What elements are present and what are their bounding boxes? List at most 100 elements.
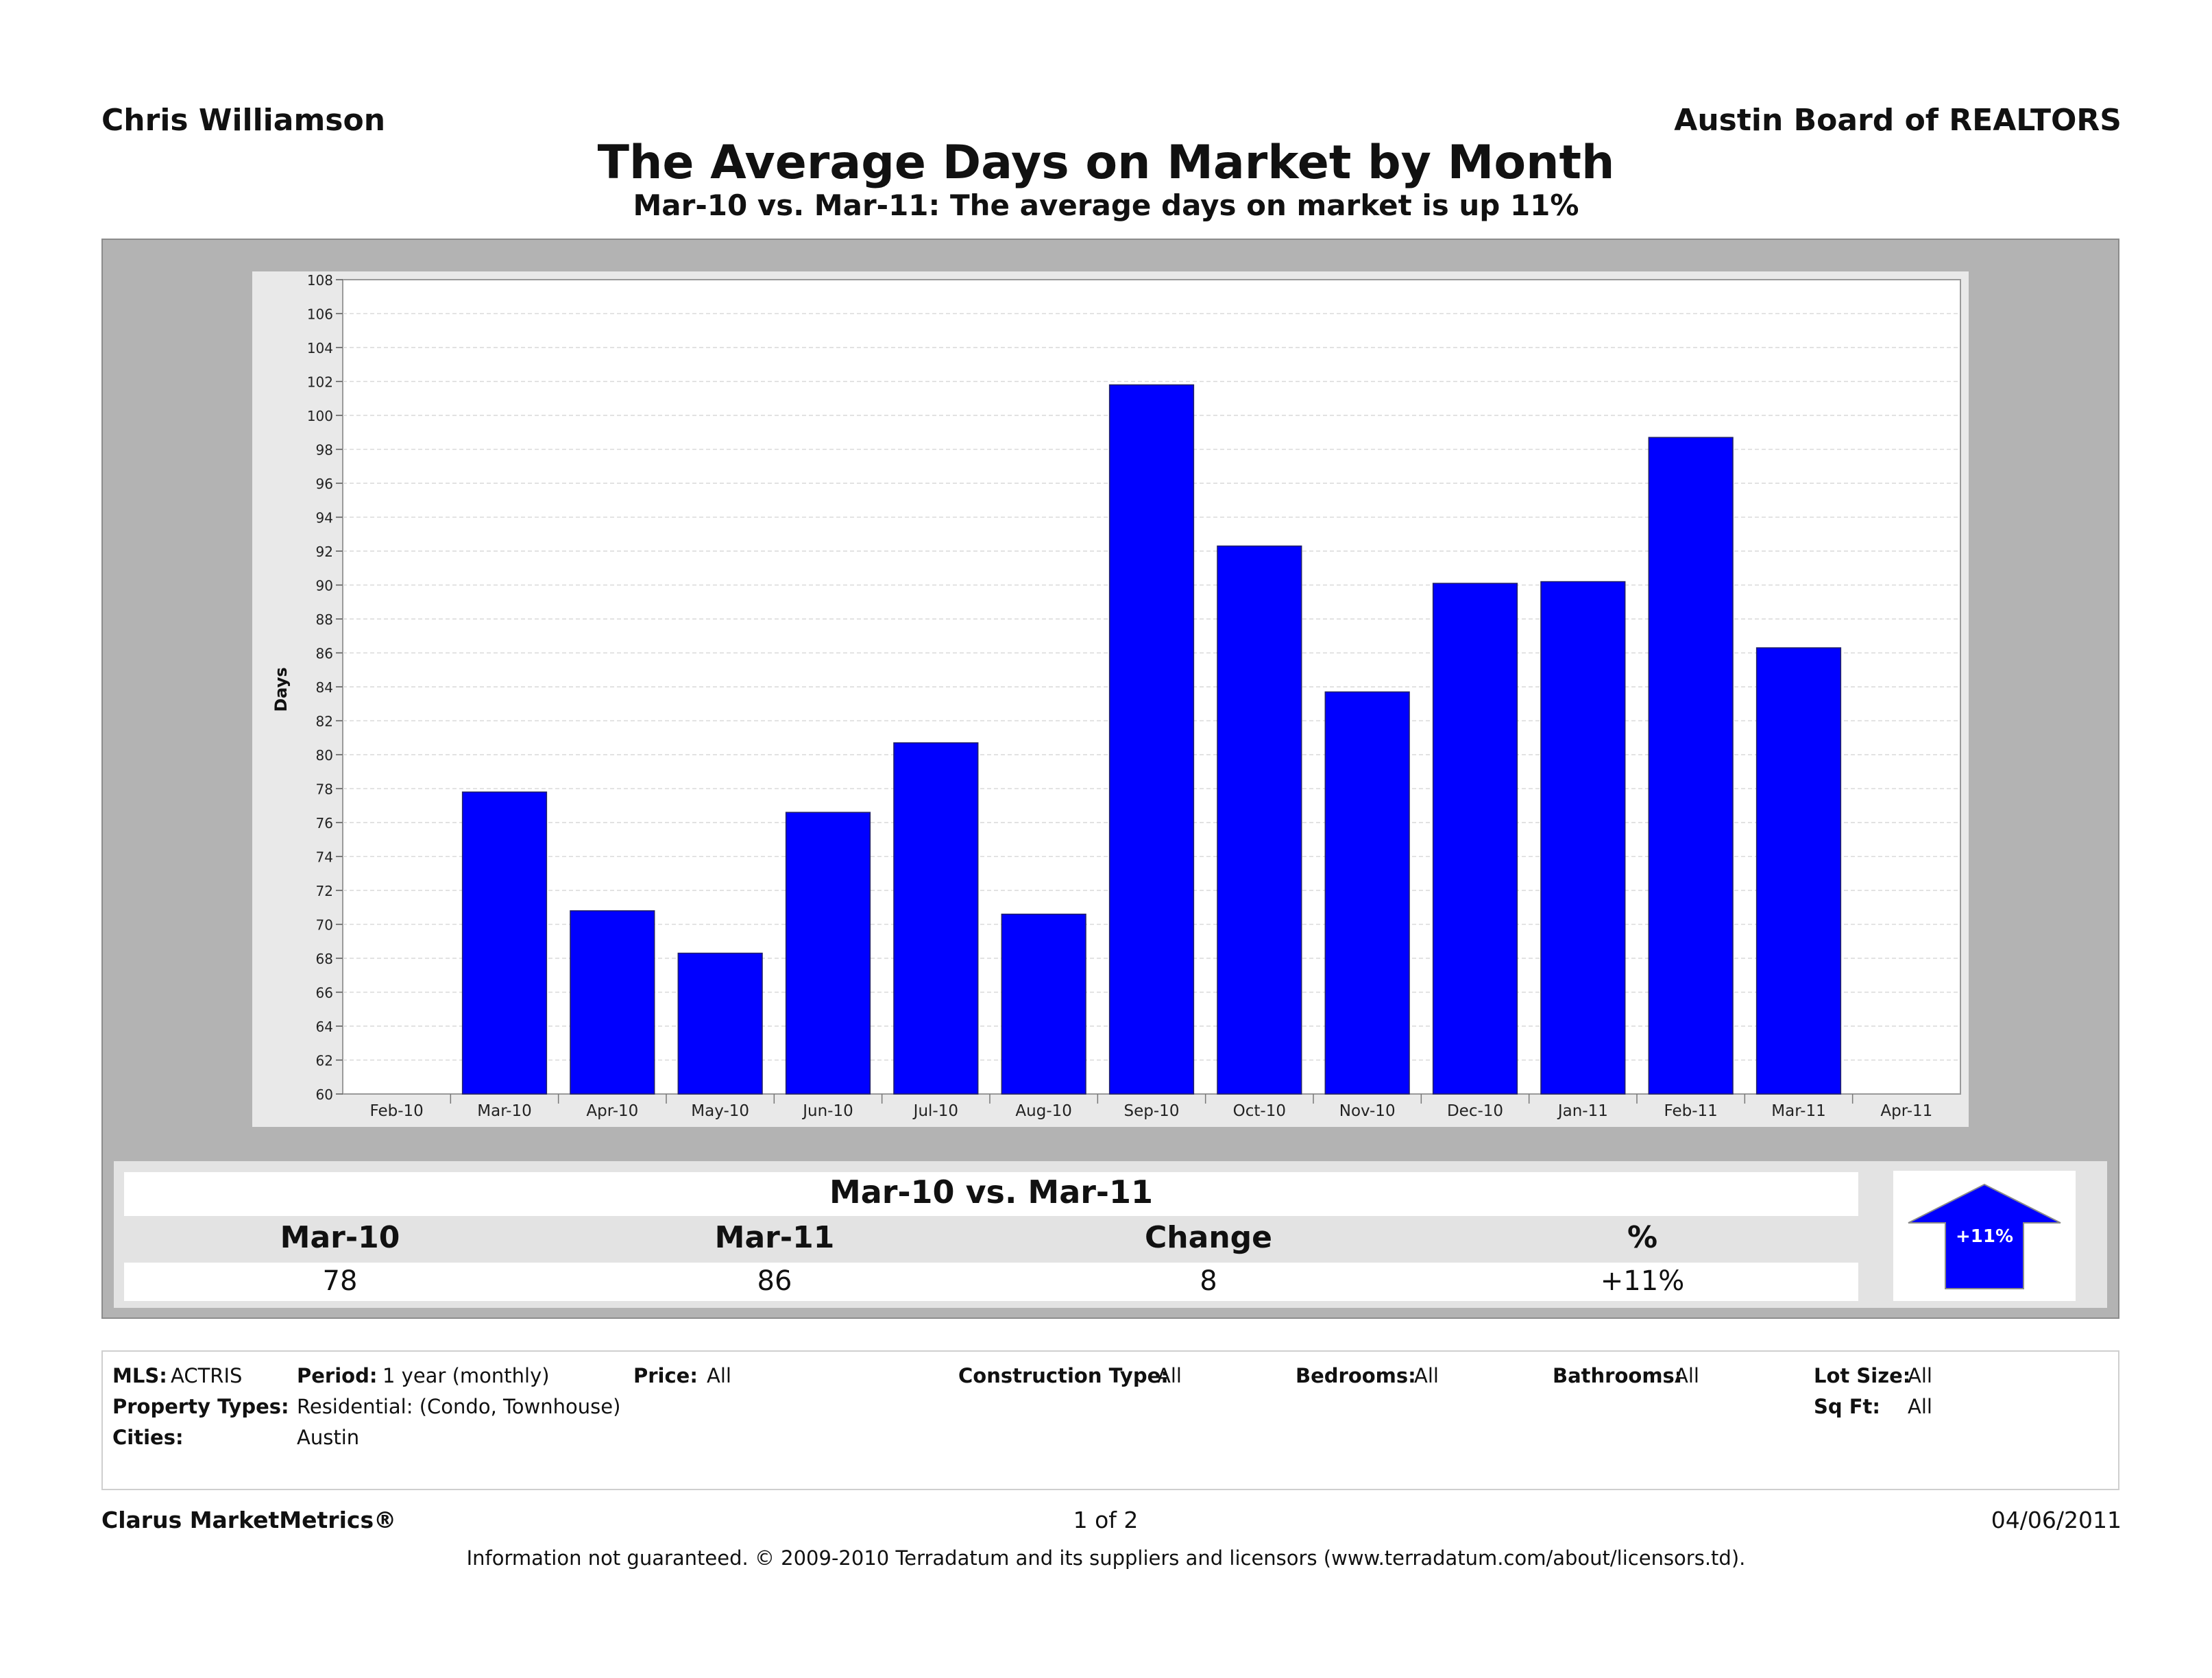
summary-value-end: 86 <box>757 1265 792 1297</box>
sqft-label: Sq Ft: <box>1814 1395 1881 1418</box>
summary-values-strip <box>124 1263 1858 1301</box>
trend-badge: +11% <box>1893 1171 2076 1301</box>
y-tick-label: 80 <box>316 747 333 764</box>
x-tick-label: Apr-11 <box>1880 1102 1932 1120</box>
bedrooms-value: All <box>1414 1364 1439 1387</box>
price-value: All <box>707 1364 731 1387</box>
y-tick-label: 82 <box>316 714 333 730</box>
footer-brand: Clarus MarketMetrics® <box>101 1507 397 1533</box>
y-axis-label: Days <box>271 667 291 712</box>
y-tick-label: 108 <box>307 272 333 289</box>
bar-oct-10 <box>1217 545 1302 1095</box>
x-tick-label: Apr-10 <box>586 1102 638 1120</box>
disclaimer: Information not guaranteed. © 2009-2010 … <box>466 1546 1746 1570</box>
y-tick-label: 64 <box>316 1019 333 1035</box>
summary-label-change: Change <box>1145 1220 1272 1255</box>
page-number: 1 of 2 <box>1073 1507 1139 1533</box>
x-tick-label: Jan-11 <box>1557 1102 1608 1120</box>
bar-mar-10 <box>461 791 548 1095</box>
y-tick-label: 106 <box>307 306 333 323</box>
summary-value-change: 8 <box>1200 1265 1217 1297</box>
x-tick-label: Jul-10 <box>912 1102 958 1120</box>
x-tick-label: Dec-10 <box>1447 1102 1503 1120</box>
bathrooms-value: All <box>1675 1364 1699 1387</box>
page-subtitle: Mar-10 vs. Mar-11: The average days on m… <box>633 189 1579 222</box>
bar-feb-11 <box>1648 437 1734 1095</box>
y-tick-label: 78 <box>316 781 333 798</box>
mls-value: ACTRIS <box>171 1364 243 1387</box>
y-tick-label: 70 <box>316 917 333 934</box>
bar-mar-11 <box>1755 647 1842 1095</box>
lot-size-label: Lot Size: <box>1814 1364 1911 1387</box>
agent-name: Chris Williamson <box>101 103 386 138</box>
y-tick-label: 90 <box>316 578 333 594</box>
construction-value: All <box>1157 1364 1182 1387</box>
bar-dec-10 <box>1432 583 1518 1095</box>
property-types-label: Property Types: <box>112 1395 289 1418</box>
y-axis: 60 62 64 66 68 70 72 74 76 78 80 82 84 86 88 90 92 94 96 98… <box>307 272 343 1103</box>
x-tick-label: May-10 <box>691 1102 749 1120</box>
y-tick-label: 68 <box>316 951 333 967</box>
lot-size-value: All <box>1908 1364 1932 1387</box>
x-axis: Feb-10 Mar-10 Apr-10 May-10 Jun-10 Jul-10 Aug-… <box>370 1094 1932 1120</box>
y-tick-label: 94 <box>316 510 333 526</box>
report-date: 04/06/2011 <box>1991 1507 2122 1533</box>
bar-jul-10 <box>893 742 979 1095</box>
up-arrow-icon: +11% <box>1908 1183 2061 1289</box>
summary-value-start: 78 <box>322 1265 358 1297</box>
y-tick-label: 62 <box>316 1053 333 1069</box>
y-tick-label: 98 <box>316 442 333 459</box>
x-tick-label: Sep-10 <box>1124 1102 1180 1120</box>
period-label: Period: <box>297 1364 378 1387</box>
period-value: 1 year (monthly) <box>382 1364 550 1387</box>
construction-label: Construction Type: <box>958 1364 1169 1387</box>
y-tick-label: 60 <box>316 1086 333 1103</box>
x-tick-label: Feb-10 <box>370 1102 424 1120</box>
x-tick-label: Aug-10 <box>1015 1102 1071 1120</box>
property-types-value: Residential: (Condo, Townhouse) <box>297 1395 621 1418</box>
days-on-market-chart: 60 62 64 66 68 70 72 74 76 78 80 82 84 86 88 90 92 94 96 98… <box>271 272 1961 1120</box>
summary-value-percent: +11% <box>1600 1265 1685 1297</box>
summary-label-percent: % <box>1627 1220 1658 1255</box>
bathrooms-label: Bathrooms: <box>1553 1364 1683 1387</box>
y-tick-label: 102 <box>307 374 333 391</box>
bar-may-10 <box>677 952 763 1095</box>
x-tick-label: Mar-10 <box>477 1102 532 1120</box>
bar-apr-10 <box>570 910 655 1095</box>
y-tick-label: 76 <box>316 815 333 831</box>
bar-jun-10 <box>785 812 871 1095</box>
price-label: Price: <box>633 1364 698 1387</box>
x-tick-label: Nov-10 <box>1339 1102 1396 1120</box>
y-tick-label: 100 <box>307 408 333 424</box>
y-tick-label: 86 <box>316 646 333 662</box>
cities-label: Cities: <box>112 1426 184 1449</box>
bar-aug-10 <box>1001 913 1086 1095</box>
page-title: The Average Days on Market by Month <box>597 136 1615 190</box>
x-tick-label: Oct-10 <box>1233 1102 1286 1120</box>
summary-label-end: Mar-11 <box>714 1220 835 1255</box>
bar-nov-10 <box>1324 691 1410 1095</box>
summary-heading-strip <box>124 1172 1858 1216</box>
y-tick-label: 104 <box>307 340 333 356</box>
bars <box>461 384 1842 1095</box>
bedrooms-label: Bedrooms: <box>1296 1364 1416 1387</box>
y-tick-label: 74 <box>316 849 333 866</box>
filter-info-box <box>101 1350 2119 1490</box>
cities-value: Austin <box>297 1426 360 1449</box>
bar-jan-11 <box>1540 581 1626 1095</box>
x-tick-label: Feb-11 <box>1664 1102 1718 1120</box>
y-tick-label: 88 <box>316 611 333 628</box>
summary-label-start: Mar-10 <box>280 1220 400 1255</box>
board-name: Austin Board of REALTORS <box>1674 103 2122 138</box>
summary-heading: Mar-10 vs. Mar-11 <box>829 1174 1154 1211</box>
y-tick-label: 92 <box>316 544 333 560</box>
y-tick-label: 66 <box>316 985 333 1001</box>
mls-label: MLS: <box>112 1364 167 1387</box>
y-tick-label: 96 <box>316 476 333 492</box>
sqft-value: All <box>1908 1395 1932 1418</box>
x-tick-label: Mar-11 <box>1771 1102 1826 1120</box>
x-tick-label: Jun-10 <box>801 1102 853 1120</box>
bar-sep-10 <box>1108 384 1195 1095</box>
y-tick-label: 72 <box>316 883 333 899</box>
trend-badge-label: +11% <box>1956 1226 2013 1247</box>
